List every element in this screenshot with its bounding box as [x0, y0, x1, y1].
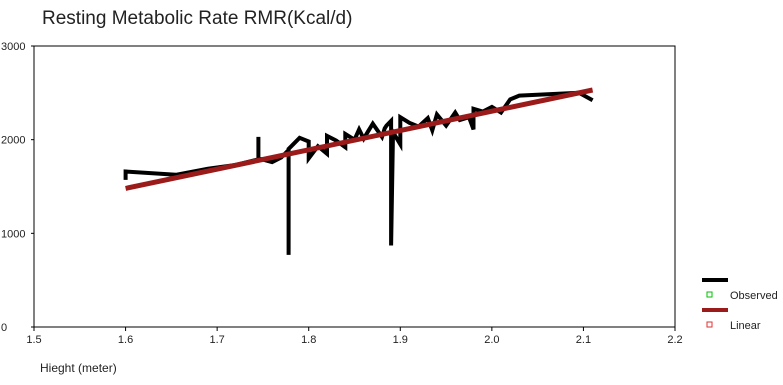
series-layer: [123, 87, 594, 255]
y-tick-label: 3000: [1, 41, 25, 53]
axis-layer: 1.5 1.6 1.7 1.8 1.9 2.0 2.1 2.2 0 1000 2000 3000: [1, 41, 683, 346]
legend-label-linear: Linear: [730, 320, 761, 332]
linear-fit-line: [125, 87, 594, 191]
x-tick-label: 1.8: [301, 334, 316, 346]
observed-series-line: [123, 90, 594, 255]
x-tick-label: 1.7: [209, 334, 224, 346]
plot-frame: [33, 45, 676, 328]
legend-marker-observed: [706, 291, 713, 298]
x-tick-label: 1.6: [118, 334, 133, 346]
x-tick-label: 1.9: [393, 334, 408, 346]
x-tick-label: 1.5: [26, 334, 41, 346]
y-tick-label: 1000: [1, 228, 25, 240]
legend: Observed Linear: [702, 278, 778, 332]
legend-label-observed: Observed: [730, 290, 778, 302]
y-tick-label: 2000: [1, 135, 25, 147]
legend-marker-linear: [706, 321, 713, 328]
chart-title: Resting Metabolic Rate RMR(Kcal/d): [42, 8, 353, 29]
x-tick-label: 2.2: [667, 334, 682, 346]
x-axis-label: Hieght (meter): [40, 361, 117, 375]
x-tick-label: 2.1: [576, 334, 591, 346]
x-tick-label: 2.0: [484, 334, 499, 346]
y-tick-label: 0: [1, 322, 7, 334]
